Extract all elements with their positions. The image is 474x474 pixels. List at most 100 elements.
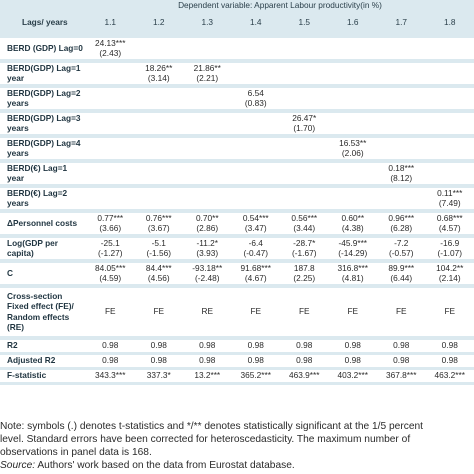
- tstat-cell: (3.44): [293, 223, 316, 233]
- tstat-cell: [329, 173, 378, 184]
- coef-cell: 0.54***: [242, 212, 269, 223]
- coef-cell: [377, 188, 426, 199]
- fe-cell: FE: [298, 306, 310, 317]
- tstat-row: (3.66) (3.67) (2.86) (3.47) (3.44) (4.38) (6.2…: [0, 223, 474, 234]
- stat-cell: 0.98: [199, 340, 216, 351]
- coef-cell: 89.9***: [388, 262, 415, 273]
- stat-label: F-statistic: [7, 370, 47, 381]
- tstat-cell: [426, 148, 474, 159]
- tstat-cell: [280, 198, 329, 209]
- coef-row: BERD(€) Lag=1 year 0.18***: [0, 163, 474, 184]
- separator-row: [0, 108, 474, 113]
- tstat-cell: (4.59): [99, 273, 122, 283]
- tstat-cell: [232, 48, 281, 59]
- coef-cell: 0.76***: [145, 212, 172, 223]
- fe-label: Cross-section Fixed effect (FE)/ Random …: [7, 290, 74, 333]
- tstat-cell: (-0.47): [243, 248, 268, 258]
- stat-cell: 0.98: [102, 340, 119, 351]
- tstat-cell: [377, 123, 426, 134]
- tstat-cell: (-1.07): [437, 248, 462, 258]
- coef-cell: 187.8: [293, 262, 315, 273]
- coef-cell: 316.8***: [337, 262, 368, 273]
- coef-cell: [377, 88, 426, 99]
- coef-cell: 26.47*: [292, 112, 317, 123]
- coef-cell: [232, 138, 281, 149]
- stat-cell: 0.98: [199, 355, 216, 366]
- tstat-cell: [426, 123, 474, 134]
- tstat-cell: (2.25): [293, 273, 316, 283]
- column-header: 1.5: [280, 10, 329, 35]
- tstat-cell: (4.56): [147, 273, 170, 283]
- tstat-cell: [426, 98, 474, 109]
- tstat-cell: (4.81): [341, 273, 364, 283]
- coef-cell: [232, 163, 281, 174]
- coef-cell: [135, 138, 184, 149]
- stat-label: Adjusted R2: [7, 355, 56, 366]
- tstat-cell: (6.28): [390, 223, 413, 233]
- fe-cell: FE: [444, 306, 456, 317]
- tstat-cell: [329, 198, 378, 209]
- coef-cell: -16.9: [440, 237, 460, 248]
- coef-cell: [232, 113, 281, 124]
- tstat-cell: [86, 148, 135, 159]
- tstat-cell: [86, 98, 135, 109]
- coef-cell: [329, 63, 378, 74]
- coef-cell: [426, 88, 474, 99]
- tstat-cell: (2.86): [196, 223, 219, 233]
- row-label: BERD(GDP) Lag=3 years: [7, 112, 81, 134]
- coef-cell: [329, 163, 378, 174]
- tstat-cell: [135, 98, 184, 109]
- coef-row: BERD(€) Lag=2 years 0.11***: [0, 188, 474, 209]
- tstat-cell: [329, 123, 378, 134]
- coef-cell: [232, 38, 281, 49]
- coef-cell: 21.86**: [193, 62, 221, 73]
- fe-cell: FE: [104, 306, 116, 317]
- stat-cell: 13.2***: [194, 370, 221, 381]
- coef-cell: 84.05***: [95, 262, 126, 273]
- note-line-2: level. Standard errors have been correct…: [0, 434, 411, 446]
- fe-row: Cross-section Fixed effect (FE)/ Random …: [0, 288, 474, 336]
- tstat-cell: (3.47): [244, 223, 267, 233]
- tstat-cell: [426, 173, 474, 184]
- coef-cell: [377, 138, 426, 149]
- stat-cell: 403.2***: [337, 370, 368, 381]
- coef-cell: [232, 63, 281, 74]
- row-label: BERD(€) Lag=2 years: [7, 187, 68, 209]
- tstat-cell: [183, 98, 232, 109]
- separator-row: [0, 233, 474, 238]
- row-label: BERD(€) Lag=1 year: [7, 162, 68, 184]
- fe-cell: FE: [395, 306, 407, 317]
- tstat-row: (2.06): [0, 148, 474, 159]
- coef-cell: [135, 163, 184, 174]
- tstat-cell: (3.66): [99, 223, 122, 233]
- note-line-1: Note: symbols (.) denotes t-statistics a…: [0, 421, 423, 432]
- stat-cell: 0.98: [150, 355, 167, 366]
- coef-row: C 84.05*** 84.4*** -93.18** 91.68*** 187.8 316…: [0, 262, 474, 278]
- tstat-cell: (4.38): [341, 223, 364, 233]
- stat-cell: 0.98: [393, 340, 410, 351]
- tstat-cell: [183, 198, 232, 209]
- coef-cell: 6.54: [247, 87, 264, 98]
- coef-cell: 84.4***: [145, 262, 172, 273]
- stat-cell: 0.98: [102, 355, 119, 366]
- tstat-cell: [280, 148, 329, 159]
- row-label: BERD(GDP) Lag=1 year: [7, 62, 81, 84]
- tstat-row: (1.70): [0, 123, 474, 134]
- column-header: 1.1: [86, 10, 135, 35]
- separator-row: [0, 351, 474, 355]
- coef-cell: [377, 113, 426, 124]
- coef-cell: [183, 113, 232, 124]
- tstat-cell: [377, 73, 426, 84]
- row-label: Log(GDP per capita): [7, 237, 59, 259]
- column-header: 1.4: [231, 10, 280, 35]
- lags-label: Lags/ years: [0, 10, 86, 35]
- coef-row: BERD(GDP) Lag=2 years 6.54: [0, 87, 474, 109]
- tstat-cell: [280, 173, 329, 184]
- tstat-row: (-1.27) (-1.56) (3.93) (-0.47) (-1.67) (-14.2…: [0, 248, 474, 259]
- stat-row: F-statistic 343.3*** 337.3* 13.2*** 365.2***…: [0, 370, 474, 382]
- tstat-cell: (-14.29): [338, 248, 368, 258]
- tstat-cell: [135, 198, 184, 209]
- stat-row: Adjusted R2 0.98 0.98 0.98 0.98 0.98 0.98 0.98 0…: [0, 355, 474, 367]
- tstat-cell: (-1.67): [292, 248, 317, 258]
- tstat-cell: [377, 48, 426, 59]
